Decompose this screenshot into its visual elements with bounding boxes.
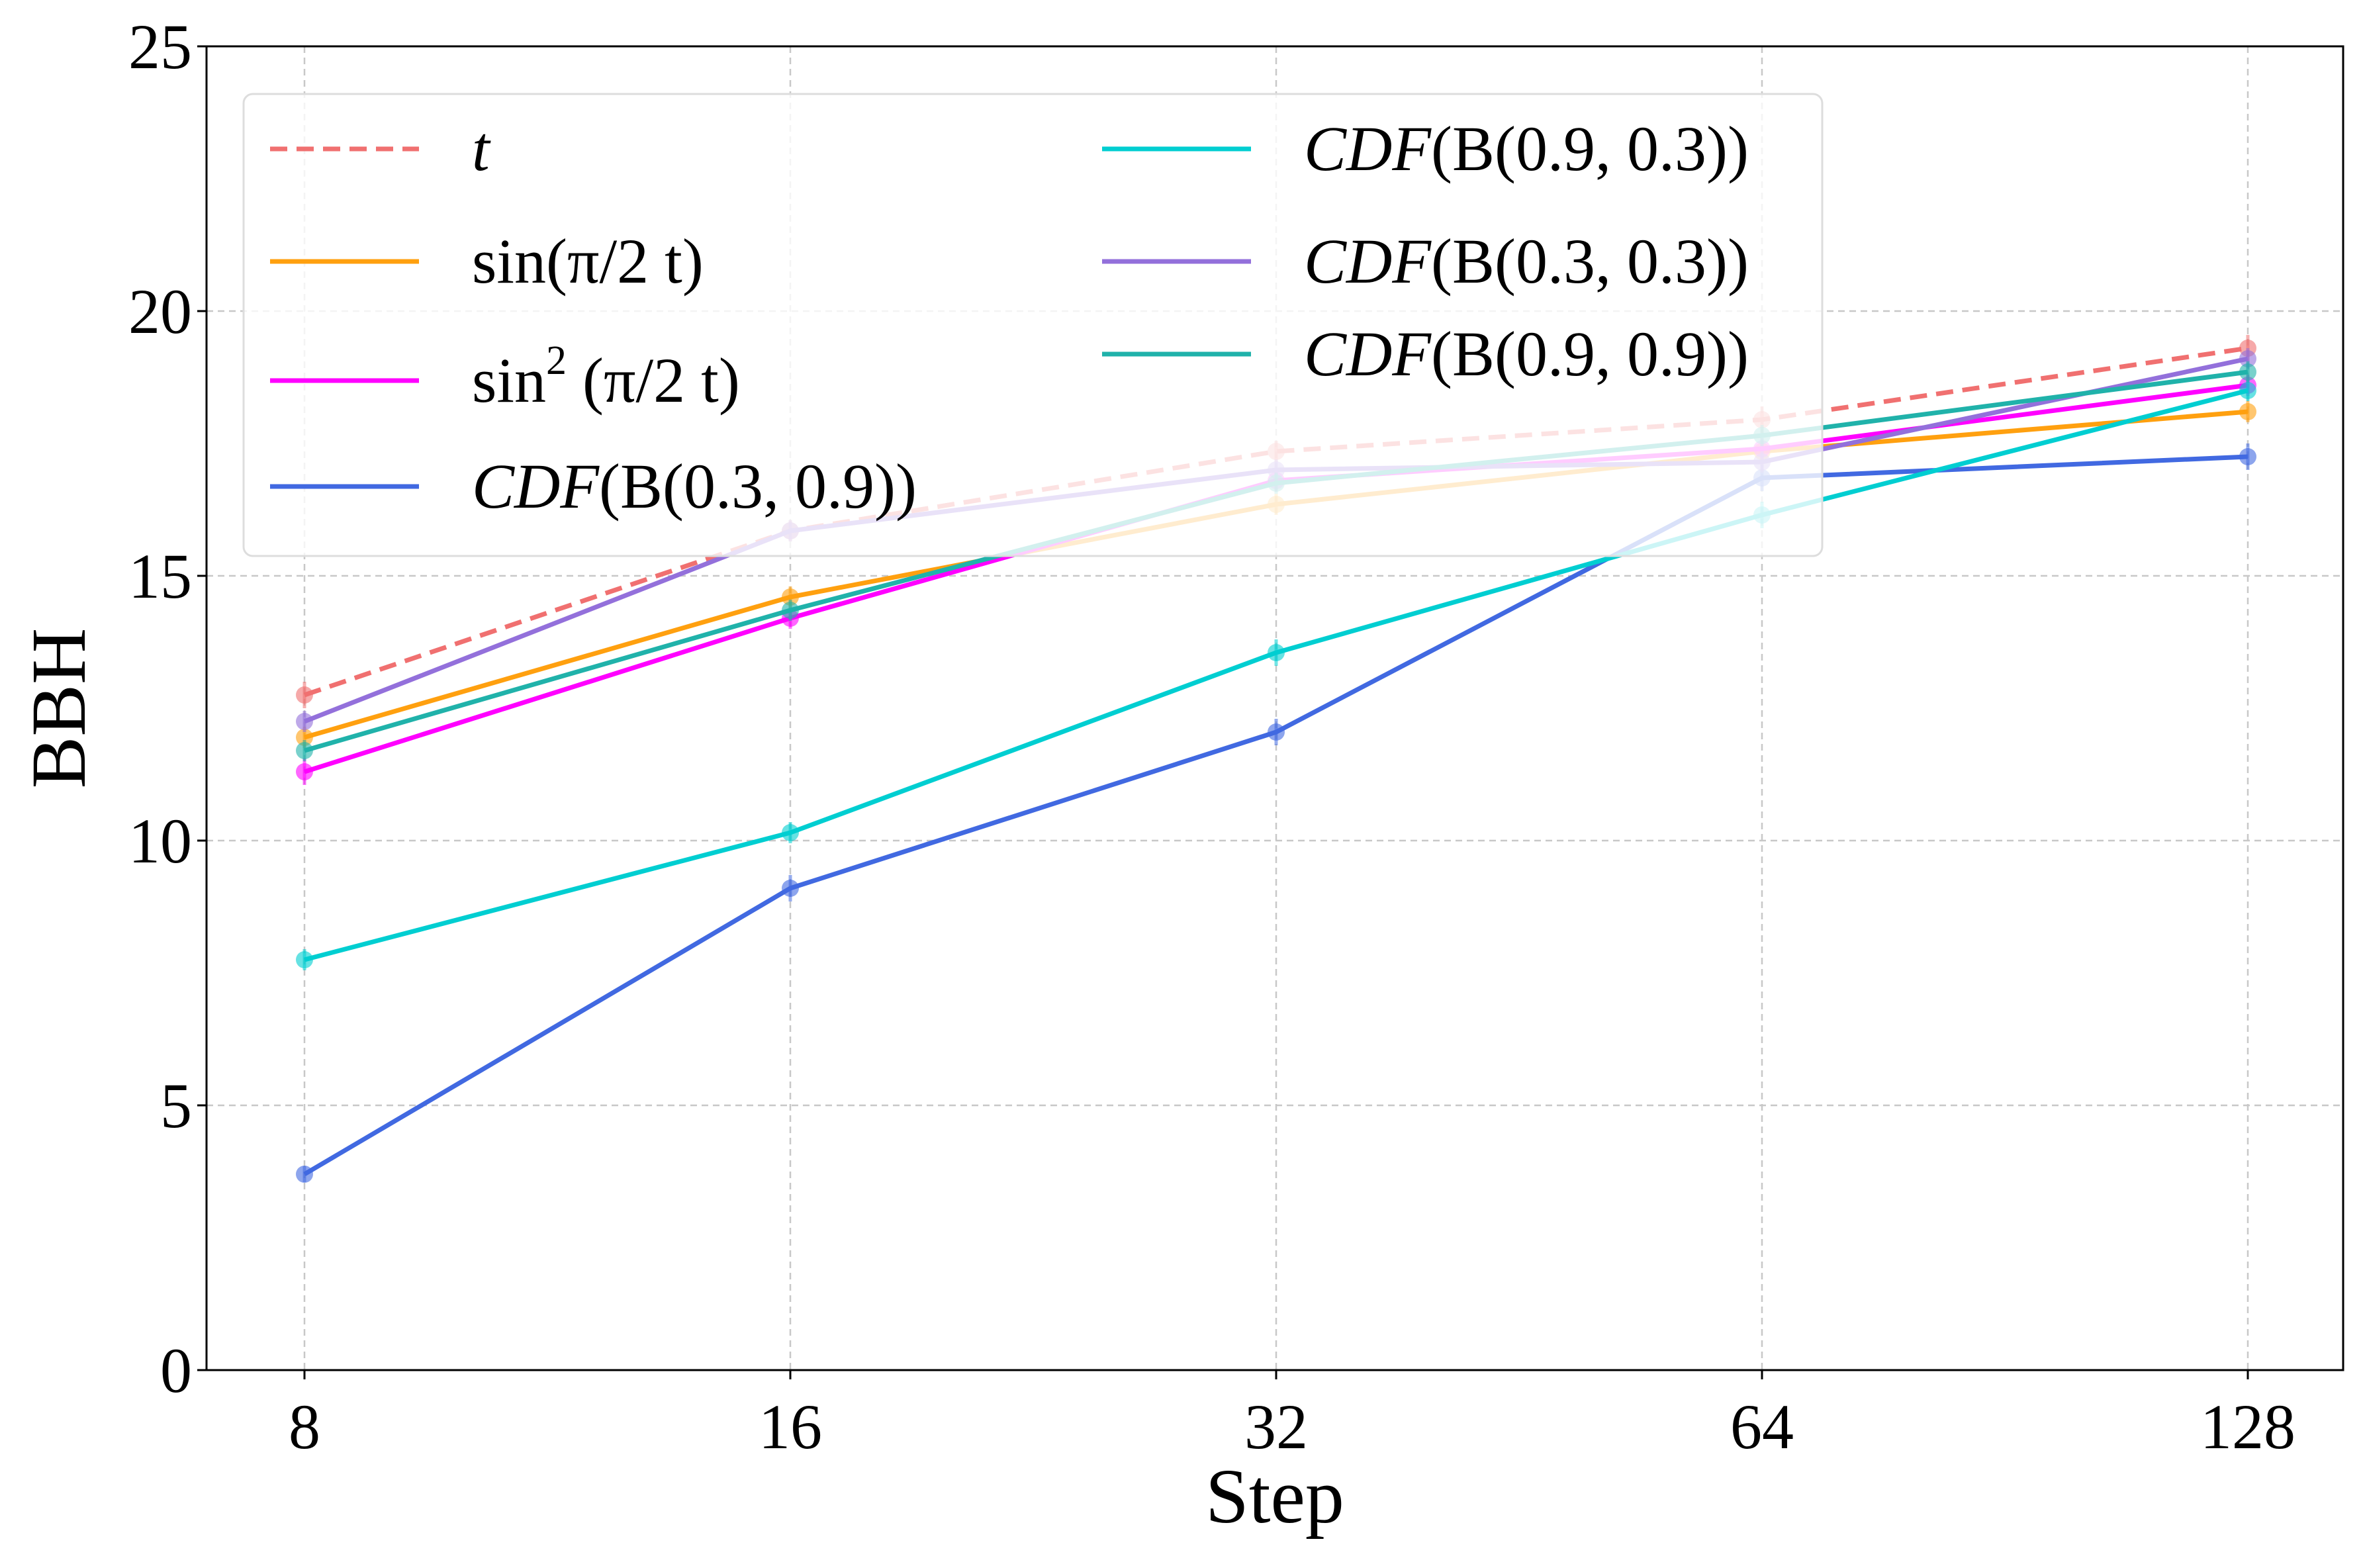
data-point: [782, 880, 799, 897]
data-point: [296, 729, 313, 746]
data-point: [2239, 448, 2256, 465]
y-tick-label: 0: [160, 1335, 192, 1406]
x-tick-label: 16: [759, 1391, 822, 1462]
y-tick-label: 20: [128, 276, 192, 347]
axis-ticks: 8 16 32 64 128 0 5 10 15 20 25: [128, 11, 2295, 1462]
legend-box: [242, 93, 1824, 557]
legend-label: sin(π/2 t): [472, 226, 704, 297]
legend-item: sin(π/2 t): [270, 226, 704, 297]
data-point: [1268, 644, 1285, 661]
x-tick-label: 128: [2200, 1391, 2295, 1462]
y-tick-label: 25: [128, 11, 192, 82]
data-point: [296, 686, 313, 704]
data-point: [2239, 403, 2256, 420]
data-point: [782, 824, 799, 841]
data-point: [2239, 382, 2256, 399]
legend-label: CDF(B(0.9, 0.3)): [1304, 113, 1749, 184]
data-point: [296, 1166, 313, 1183]
legend-label: t: [472, 113, 491, 184]
legend: t sin(π/2 t) sin2 (π/2 t) CDF(B(0.3, 0.9)) C…: [242, 93, 1824, 557]
data-point: [782, 602, 799, 619]
x-tick-label: 32: [1244, 1391, 1308, 1462]
y-tick-label: 10: [128, 806, 192, 876]
x-tick-label: 64: [1730, 1391, 1794, 1462]
x-tick-label: 8: [289, 1391, 320, 1462]
plot-frame: [205, 45, 2344, 1371]
series-line: [303, 346, 2248, 698]
data-point: [2239, 363, 2256, 381]
legend-label: CDF(B(0.9, 0.9)): [1304, 318, 1749, 389]
y-tick-label: 15: [128, 541, 192, 612]
legend-item: CDF(B(0.9, 0.9)): [1102, 318, 1749, 389]
y-axis-label: BBH: [15, 628, 102, 789]
legend-label: sin2 (π/2 t): [472, 338, 740, 416]
y-tick-label: 5: [160, 1070, 192, 1141]
data-point: [296, 763, 313, 780]
legend-item: CDF(B(0.3, 0.3)): [1102, 226, 1749, 297]
legend-item: sin2 (π/2 t): [270, 338, 740, 416]
legend-item: CDF(B(0.9, 0.3)): [1102, 113, 1749, 184]
data-point: [296, 713, 313, 730]
x-axis-label: Step: [1205, 1453, 1344, 1540]
legend-label: CDF(B(0.3, 0.3)): [1304, 226, 1749, 297]
data-point: [2239, 350, 2256, 367]
legend-item: t: [270, 113, 491, 184]
legend-item: CDF(B(0.3, 0.9)): [270, 451, 917, 522]
data-point: [296, 742, 313, 759]
data-point: [1268, 723, 1285, 741]
legend-label: CDF(B(0.3, 0.9)): [472, 451, 917, 522]
data-point: [782, 588, 799, 606]
data-point: [296, 951, 313, 968]
